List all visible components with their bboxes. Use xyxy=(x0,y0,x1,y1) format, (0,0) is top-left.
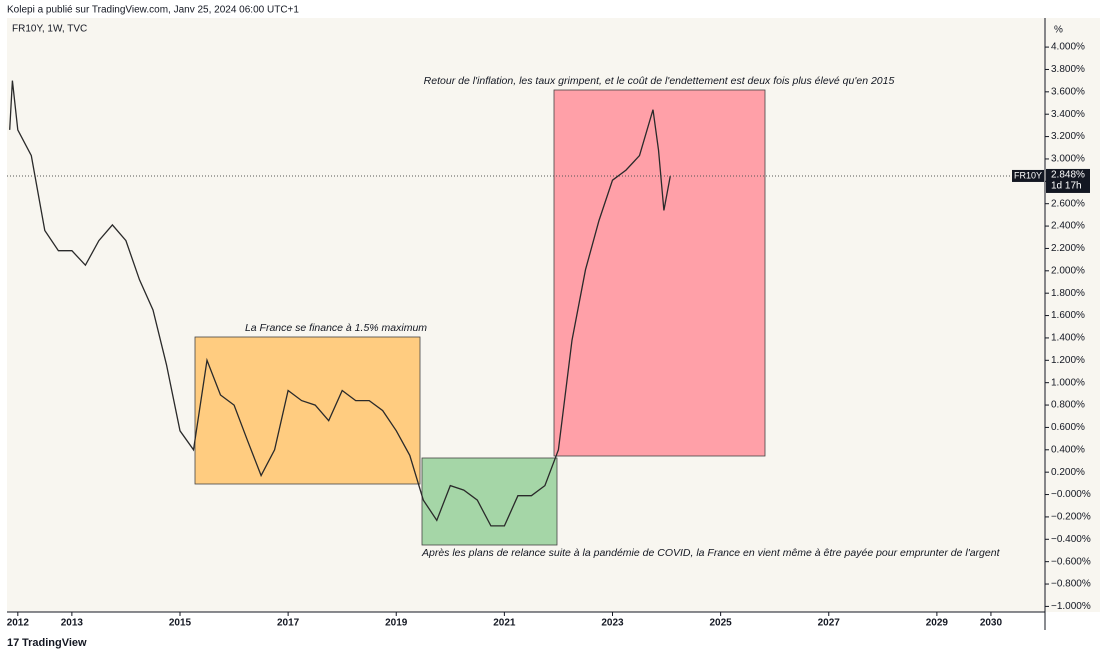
y-tick-label: −0.000% xyxy=(1051,489,1091,500)
y-tick-label: 3.800% xyxy=(1051,64,1085,75)
annotation: La France se finance à 1.5% maximum xyxy=(245,322,427,334)
price-badge-label: 2.848% xyxy=(1051,170,1085,181)
annotation-box xyxy=(553,89,766,457)
y-tick-label: 1.400% xyxy=(1051,333,1085,344)
x-tick-label: 2030 xyxy=(980,618,1003,629)
x-tick-label: 2023 xyxy=(601,618,624,629)
x-tick-label: 2012 xyxy=(7,618,30,629)
x-tick-label: 2025 xyxy=(710,618,733,629)
x-tick-label: 2015 xyxy=(169,618,192,629)
x-tick-label: 2029 xyxy=(926,618,949,629)
y-tick-label: 1.000% xyxy=(1051,377,1085,388)
y-tick-label: 2.000% xyxy=(1051,265,1085,276)
y-tick-label: 0.400% xyxy=(1051,444,1085,455)
price-axis xyxy=(1045,18,1100,612)
y-tick-label: 0.800% xyxy=(1051,400,1085,411)
x-tick-label: 2019 xyxy=(385,618,408,629)
x-tick-label: 2013 xyxy=(61,618,84,629)
header: Kolepi a publié sur TradingView.com, Jan… xyxy=(7,5,299,16)
y-tick-label: −1.000% xyxy=(1051,601,1091,612)
y-tick-label: 1.200% xyxy=(1051,355,1085,366)
x-tick-label: 2017 xyxy=(277,618,300,629)
symbol-info: FR10Y, 1W, TVC xyxy=(12,24,87,35)
y-tick-label: 3.400% xyxy=(1051,109,1085,120)
annotation: Retour de l'inflation, les taux grimpent… xyxy=(424,75,895,87)
price-badge xyxy=(1046,168,1090,193)
y-tick-label: 2.600% xyxy=(1051,198,1085,209)
annotation: Après les plans de relance suite à la pa… xyxy=(421,547,1001,559)
y-tick-label: −0.600% xyxy=(1051,556,1091,567)
footer-icon: 17 xyxy=(7,637,19,649)
footer-logo: TradingView xyxy=(22,637,87,649)
y-tick-label: 1.600% xyxy=(1051,310,1085,321)
x-tick-label: 2021 xyxy=(493,618,516,629)
symbol-badge-label: FR10Y xyxy=(1014,170,1042,180)
y-tick-label: 0.200% xyxy=(1051,467,1085,478)
y-tick-label: 1.800% xyxy=(1051,288,1085,299)
y-tick-label: −0.400% xyxy=(1051,534,1091,545)
y-tick-label: −0.800% xyxy=(1051,579,1091,590)
y-tick-label: 3.000% xyxy=(1051,154,1085,165)
axis-unit: % xyxy=(1054,25,1063,36)
price-line xyxy=(9,80,671,527)
annotation-box xyxy=(421,457,558,546)
y-tick-label: 3.200% xyxy=(1051,131,1085,142)
annotation-box xyxy=(194,336,421,485)
y-tick-label: 3.600% xyxy=(1051,86,1085,97)
y-tick-label: 2.400% xyxy=(1051,221,1085,232)
y-tick-label: 0.600% xyxy=(1051,422,1085,433)
countdown-label: 1d 17h xyxy=(1051,181,1082,192)
x-tick-label: 2027 xyxy=(818,618,841,629)
y-tick-label: −0.200% xyxy=(1051,512,1091,523)
y-tick-label: 2.200% xyxy=(1051,243,1085,254)
symbol-badge xyxy=(1012,169,1044,182)
y-tick-label: 4.000% xyxy=(1051,42,1085,53)
